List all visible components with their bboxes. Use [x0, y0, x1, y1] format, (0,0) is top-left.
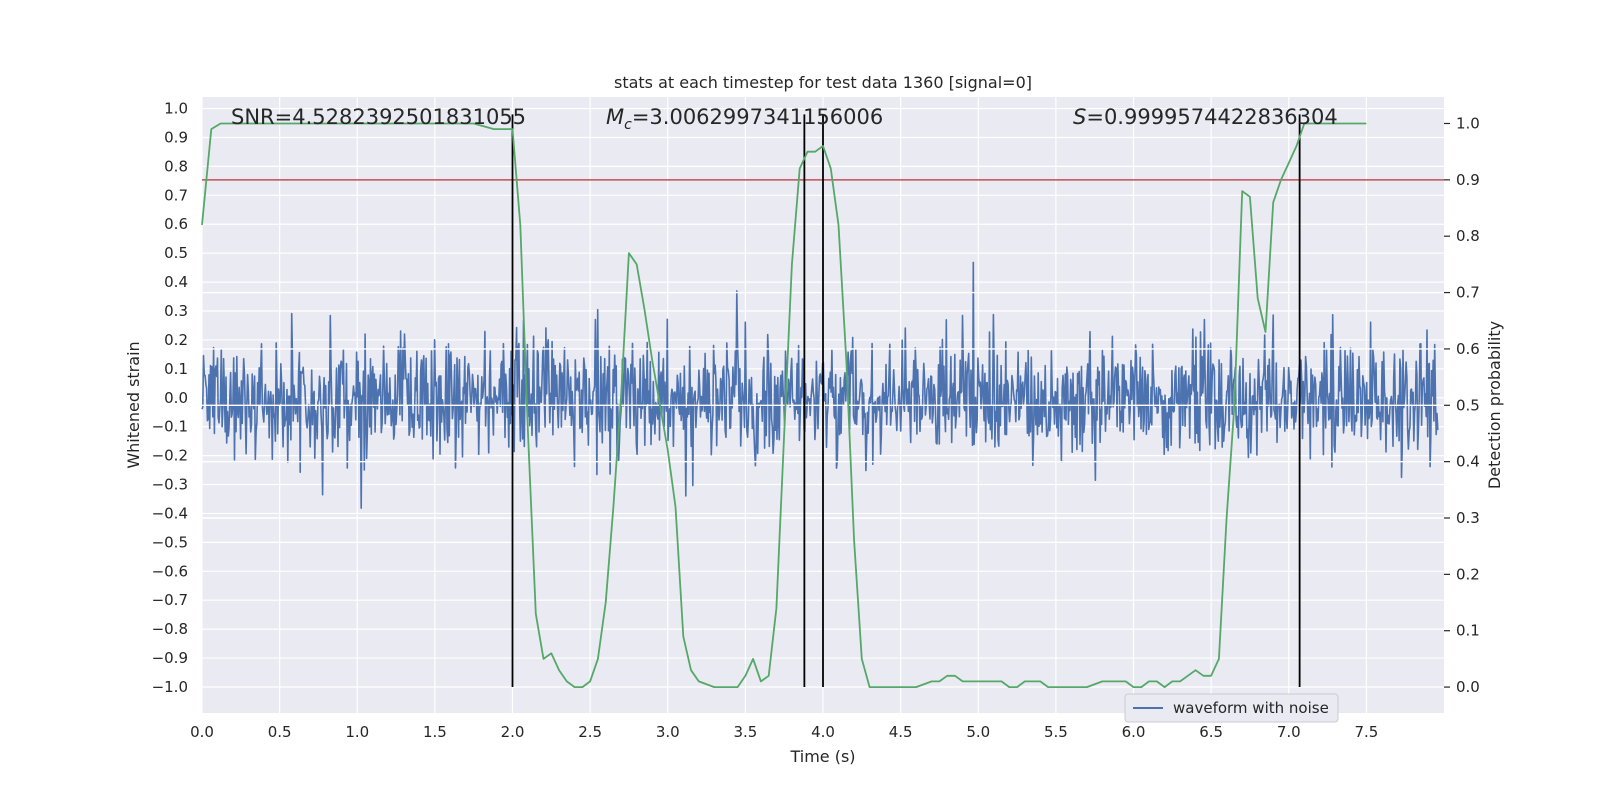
detection-probability-series: [201, 122, 1367, 688]
x-axis-title: Time (s): [789, 747, 855, 766]
snr-annotation: SNR=4.5282392501831055: [231, 105, 526, 129]
x-tick-label: 7.0: [1277, 723, 1301, 741]
y-left-tick-label: −0.3: [152, 476, 188, 494]
legend-box: [1124, 693, 1339, 723]
y-left-tick-label: 1.0: [164, 100, 188, 118]
y-left-tick-label: 0.3: [164, 302, 188, 320]
chirp-mass-annotation: Mc=3.0062997341156006: [606, 105, 883, 133]
y-left-tick-label: −0.4: [152, 504, 188, 522]
y-left-tick-label: −0.9: [152, 649, 188, 667]
y-left-tick-label: 0.2: [164, 331, 188, 349]
y-right-tick-label: 0.2: [1456, 565, 1480, 583]
y-left-tick-label: −0.5: [152, 533, 188, 551]
waveform-series: [201, 261, 1439, 509]
y-right-tick-label: 0.6: [1456, 340, 1480, 358]
y-left-tick-label: 0.9: [164, 128, 188, 146]
x-tick-label: 5.0: [966, 723, 990, 741]
y-left-tick-label: −0.2: [152, 447, 188, 465]
legend-label: waveform with noise: [1173, 699, 1329, 717]
y-right-tick-label: 0.8: [1456, 227, 1480, 245]
y-left-tick-label: −0.6: [152, 562, 188, 580]
x-tick-label: 4.5: [889, 723, 913, 741]
waveform-line: [201, 261, 1439, 509]
chart-title: stats at each timestep for test data 136…: [614, 73, 1032, 92]
y-right-tick-label: 0.9: [1456, 171, 1480, 189]
vertical-markers: [511, 114, 1301, 687]
y-right-tick-label: 0.7: [1456, 284, 1480, 302]
x-tick-label: 6.0: [1122, 723, 1146, 741]
x-tick-label: 1.0: [345, 723, 369, 741]
x-tick-label: 4.0: [811, 723, 835, 741]
y-axis-left-title: Whitened strain: [124, 341, 143, 468]
x-tick-label: 3.5: [733, 723, 757, 741]
x-tick-label: 2.5: [578, 723, 602, 741]
x-tick-label: 1.5: [423, 723, 447, 741]
y-left-tick-label: 0.6: [164, 215, 188, 233]
y-left-tick-label: −0.7: [152, 591, 188, 609]
y-right-tick-label: 0.0: [1456, 678, 1480, 696]
y-right-tick-label: 0.1: [1456, 622, 1480, 640]
y-right-tick-label: 0.3: [1456, 509, 1480, 527]
y-left-tick-label: 0.5: [164, 244, 188, 262]
x-axis: 0.0 0.5 1.0 1.5 2.0 2.5 3.0 3.5 4.0 4.5 5.0 5.5 6.0 6…: [190, 723, 1378, 741]
y-right-tick-label: 0.5: [1456, 396, 1480, 414]
y-left-tick-label: −0.1: [152, 418, 188, 436]
y-axis-right-title: Detection probability: [1485, 321, 1504, 489]
y-axis-left: 1.0 0.9 0.8 0.7 0.6 0.5 0.4 0.3 0.2 0.1 0.0 −0.1 −0.…: [152, 100, 188, 696]
y-left-tick-label: 0.4: [164, 273, 188, 291]
x-tick-label: 3.0: [656, 723, 680, 741]
significance-annotation: S=0.9999574422836304: [1073, 105, 1338, 129]
x-tick-label: 7.5: [1354, 723, 1378, 741]
x-tick-label: 0.0: [190, 723, 214, 741]
y-right-tick-label: 0.4: [1456, 453, 1480, 471]
y-right-tick-label: 1.0: [1456, 114, 1480, 132]
legend: waveform with noise: [1124, 693, 1339, 723]
detection-probability-line: [201, 122, 1367, 688]
y-left-tick-label: 0.0: [164, 389, 188, 407]
x-tick-label: 5.5: [1044, 723, 1068, 741]
y-left-tick-label: 0.8: [164, 157, 188, 175]
y-left-tick-label: 0.1: [164, 360, 188, 378]
y-axis-right: 1.0 0.9 0.8 0.7 0.6 0.5 0.4 0.3 0.2 0.1 0.0: [1444, 114, 1480, 696]
x-tick-label: 0.5: [268, 723, 292, 741]
y-left-tick-label: −0.8: [152, 620, 188, 638]
x-tick-label: 6.5: [1199, 723, 1223, 741]
y-left-tick-label: 0.7: [164, 186, 188, 204]
x-tick-label: 2.0: [501, 723, 525, 741]
y-left-tick-label: −1.0: [152, 678, 188, 696]
